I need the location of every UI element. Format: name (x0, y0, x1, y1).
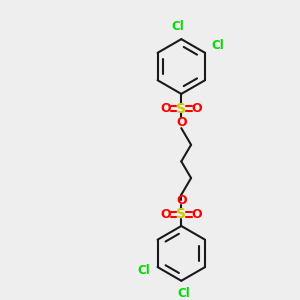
Text: O: O (192, 208, 202, 221)
Text: O: O (176, 116, 187, 129)
Text: O: O (176, 194, 187, 207)
Text: S: S (176, 102, 186, 116)
Text: Cl: Cl (171, 20, 184, 33)
Text: O: O (160, 102, 171, 115)
Text: Cl: Cl (137, 265, 150, 278)
Text: S: S (176, 207, 186, 221)
Text: O: O (160, 208, 171, 221)
Text: Cl: Cl (212, 38, 224, 52)
Text: O: O (192, 102, 202, 115)
Text: Cl: Cl (177, 287, 190, 300)
